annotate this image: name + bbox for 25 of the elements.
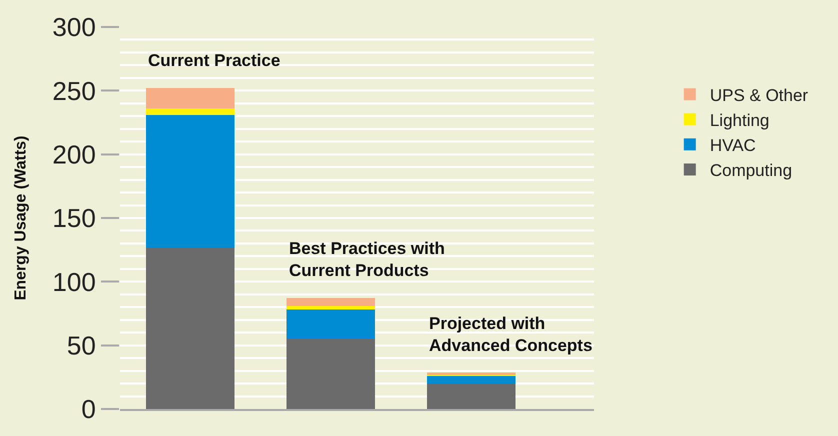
y-tick-label: 200 bbox=[52, 139, 96, 170]
legend-label: Lighting bbox=[710, 110, 770, 130]
y-tick-label: 150 bbox=[52, 203, 96, 234]
y-tick-label: 100 bbox=[52, 266, 96, 297]
legend-label: UPS & Other bbox=[710, 86, 808, 105]
y-tick-label: 50 bbox=[66, 330, 96, 360]
x-tick-label: Current Practice bbox=[148, 51, 280, 70]
bar bbox=[146, 114, 235, 248]
y-tick-label: 250 bbox=[52, 76, 96, 106]
bar bbox=[427, 384, 516, 409]
y-axis-title: Energy Usage (Watts) bbox=[12, 136, 30, 300]
bar bbox=[146, 88, 235, 108]
bar bbox=[286, 306, 376, 310]
y-tick-label: 300 bbox=[52, 12, 96, 42]
bar bbox=[427, 376, 516, 384]
bar bbox=[286, 338, 376, 409]
legend-label: HVAC bbox=[710, 136, 756, 156]
y-tick-label: 0 bbox=[81, 394, 96, 424]
x-tick-label: Projected with Advanced Concepts bbox=[429, 314, 592, 356]
bar bbox=[146, 108, 235, 115]
x-tick-label: Best Practices with Current Products bbox=[289, 239, 445, 280]
bar bbox=[286, 298, 376, 306]
bar bbox=[146, 247, 235, 409]
legend-label: Computing bbox=[710, 161, 792, 180]
bar bbox=[286, 310, 376, 339]
